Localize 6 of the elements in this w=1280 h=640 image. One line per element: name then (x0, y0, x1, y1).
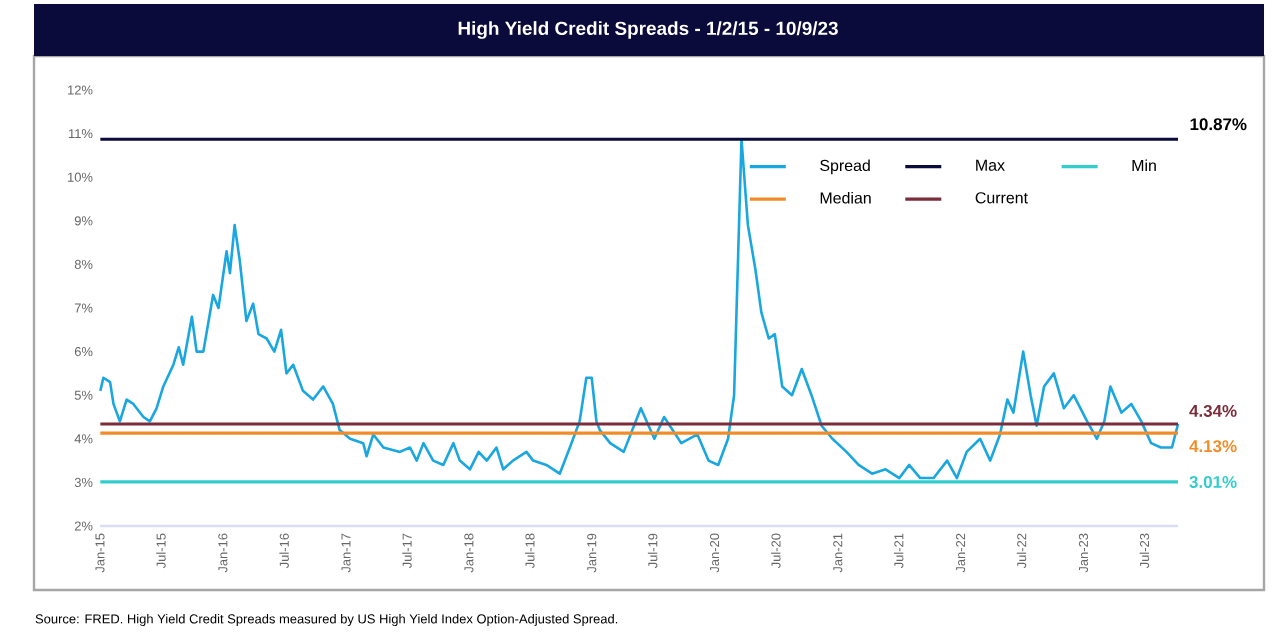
line-series (99, 137, 1180, 480)
chart-title: High Yield Credit Spreads - 1/2/15 - 10/9/23 (458, 21, 838, 39)
annotation: 4.13% (1189, 440, 1237, 453)
annotation: 10.87% (1190, 118, 1247, 131)
annotation: 3.01% (1189, 475, 1237, 488)
annotation: 4.34% (1189, 404, 1237, 417)
